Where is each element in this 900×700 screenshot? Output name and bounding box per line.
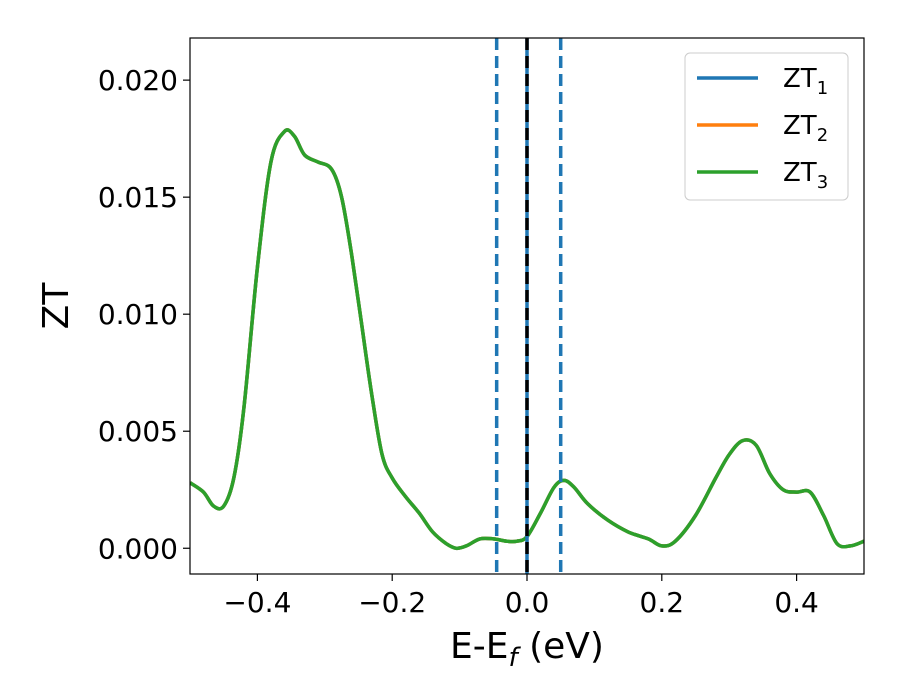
legend: ZT1 ZT2 ZT3 xyxy=(684,52,849,201)
x-axis: −0.4 −0.2 0.0 0.2 0.4 xyxy=(223,574,819,619)
x-tick-label: 0.4 xyxy=(774,586,819,619)
legend-label-zt1: ZT1 xyxy=(783,64,828,99)
legend-box xyxy=(684,52,849,201)
y-axis: 0.000 0.005 0.010 0.015 0.020 xyxy=(98,64,190,565)
series-line-zt3 xyxy=(190,128,864,551)
y-tick-label: 0.020 xyxy=(98,64,178,97)
legend-label-zt2: ZT2 xyxy=(783,111,828,146)
y-tick-label: 0.015 xyxy=(98,181,178,214)
x-tick-label: −0.4 xyxy=(223,586,291,619)
y-axis-label: ZT xyxy=(36,282,77,330)
y-tick-label: 0.000 xyxy=(98,532,178,565)
plot-area xyxy=(190,38,864,574)
x-tick-label: 0.2 xyxy=(640,586,685,619)
x-tick-label: −0.2 xyxy=(358,586,426,619)
x-tick-label: 0.0 xyxy=(505,586,550,619)
y-tick-label: 0.005 xyxy=(98,415,178,448)
x-axis-label: E-Ef (eV) xyxy=(450,626,604,673)
legend-label-zt3: ZT3 xyxy=(783,158,828,193)
y-tick-label: 0.010 xyxy=(98,298,178,331)
